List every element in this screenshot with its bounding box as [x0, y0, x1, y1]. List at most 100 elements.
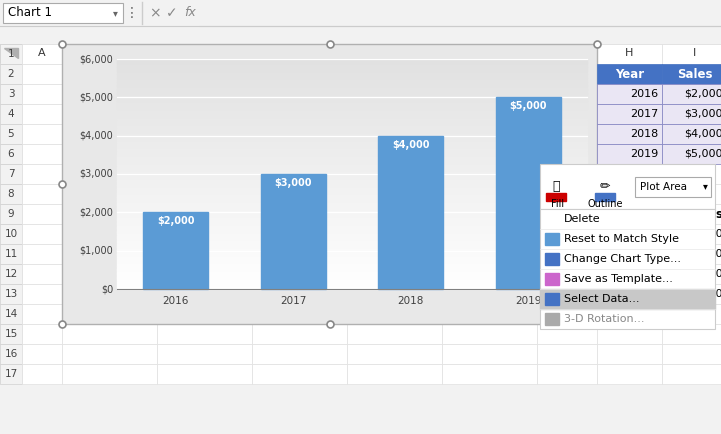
Bar — [537, 364, 597, 384]
Bar — [0, 344, 22, 364]
Bar — [0, 164, 22, 184]
Bar — [0, 364, 22, 384]
Bar — [442, 84, 537, 104]
Bar — [597, 324, 662, 344]
Bar — [537, 144, 597, 164]
Bar — [597, 44, 662, 64]
Text: 6: 6 — [8, 149, 14, 159]
Bar — [22, 264, 62, 284]
Bar — [117, 59, 587, 63]
Bar — [0, 0, 721, 26]
Text: 11: 11 — [4, 249, 17, 259]
Bar — [545, 253, 559, 265]
Bar — [22, 44, 62, 64]
Bar — [597, 144, 662, 164]
Bar — [662, 64, 721, 84]
Bar — [0, 124, 22, 144]
Bar — [537, 344, 597, 364]
Bar — [597, 244, 662, 264]
Bar — [662, 124, 721, 144]
Bar — [442, 284, 537, 304]
Bar — [662, 44, 721, 64]
Bar — [0, 204, 22, 224]
Bar — [157, 144, 252, 164]
Bar — [62, 104, 157, 124]
Bar — [117, 139, 587, 143]
Bar — [540, 289, 715, 309]
Bar — [117, 132, 587, 136]
Bar — [537, 284, 597, 304]
Bar — [117, 185, 587, 189]
Bar — [0, 44, 22, 62]
Bar — [157, 184, 252, 204]
Text: 2018: 2018 — [397, 296, 424, 306]
Bar — [117, 285, 587, 289]
Bar — [442, 344, 537, 364]
Bar — [117, 89, 587, 93]
Bar — [117, 281, 587, 285]
Bar — [545, 293, 559, 305]
Bar — [117, 170, 587, 174]
Bar — [117, 93, 587, 97]
Bar — [252, 164, 347, 184]
Bar — [117, 101, 587, 105]
Bar — [117, 178, 587, 182]
Bar — [662, 64, 721, 84]
Bar — [546, 193, 566, 201]
Bar — [22, 364, 62, 384]
Bar — [157, 344, 252, 364]
Text: A: A — [38, 48, 46, 58]
Bar — [62, 124, 157, 144]
Text: 4: 4 — [8, 109, 14, 119]
Bar — [597, 84, 662, 104]
Bar — [62, 204, 157, 224]
Bar — [662, 284, 721, 304]
Bar — [662, 84, 721, 104]
Bar — [252, 104, 347, 124]
Bar — [442, 244, 537, 264]
Bar — [117, 254, 587, 258]
Bar — [22, 304, 62, 324]
Bar — [157, 44, 252, 62]
Text: Chart 1: Chart 1 — [8, 7, 52, 20]
Bar — [662, 164, 721, 184]
Bar — [537, 304, 597, 324]
Text: Save as Template...: Save as Template... — [564, 274, 673, 284]
Bar — [252, 44, 347, 64]
Bar — [117, 108, 587, 113]
Bar — [545, 233, 559, 245]
Bar — [117, 189, 587, 193]
Bar — [117, 124, 587, 128]
Bar — [0, 144, 22, 164]
Bar — [540, 209, 715, 329]
Bar — [347, 244, 442, 264]
Text: Select Data...: Select Data... — [564, 294, 640, 304]
Bar — [347, 344, 442, 364]
Bar — [117, 82, 587, 86]
Bar — [597, 264, 662, 284]
Bar — [157, 124, 252, 144]
Bar — [157, 64, 252, 84]
Bar — [597, 104, 662, 124]
Bar — [22, 44, 62, 62]
Bar — [442, 224, 537, 244]
Bar — [662, 224, 721, 244]
Bar — [22, 204, 62, 224]
Bar — [442, 124, 537, 144]
Bar — [117, 270, 587, 274]
Bar — [347, 44, 442, 64]
Text: 10: 10 — [4, 229, 17, 239]
Bar — [117, 262, 587, 266]
Text: $5,000: $5,000 — [510, 101, 547, 112]
Bar — [117, 105, 587, 109]
Bar — [117, 250, 587, 254]
Bar — [117, 266, 587, 270]
Bar — [662, 124, 721, 144]
Bar — [347, 64, 442, 84]
Bar — [62, 144, 157, 164]
Bar — [62, 224, 157, 244]
Bar — [347, 224, 442, 244]
Bar — [117, 166, 587, 170]
Text: 9: 9 — [8, 209, 14, 219]
Text: 3-D Rotation...: 3-D Rotation... — [564, 314, 645, 324]
